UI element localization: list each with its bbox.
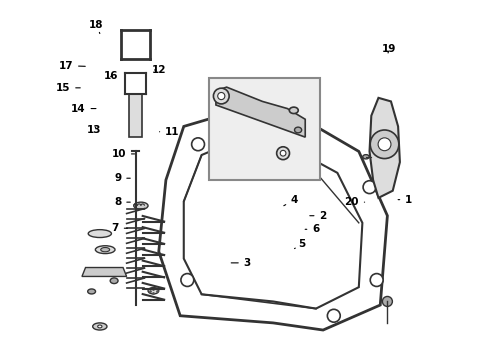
Ellipse shape [294,127,301,133]
Text: 3: 3 [231,258,250,268]
FancyBboxPatch shape [208,78,319,180]
Text: 14: 14 [71,104,96,113]
Circle shape [191,138,204,151]
Text: 5: 5 [294,239,305,249]
Circle shape [280,150,285,156]
Ellipse shape [148,288,159,294]
Circle shape [291,131,304,144]
Ellipse shape [87,289,95,294]
Ellipse shape [362,155,368,159]
Polygon shape [216,87,305,137]
Circle shape [377,138,390,151]
Text: 10: 10 [111,149,134,159]
Text: 9: 9 [114,173,130,183]
Circle shape [326,309,340,322]
Text: 18: 18 [89,19,103,33]
Text: 13: 13 [86,125,101,135]
Text: 1: 1 [397,195,412,204]
Circle shape [363,181,375,194]
Circle shape [369,274,382,287]
Bar [129,94,142,137]
Text: 4: 4 [283,195,298,206]
Text: 17: 17 [58,61,85,71]
Polygon shape [82,267,126,276]
Polygon shape [369,98,399,198]
Ellipse shape [98,325,102,328]
Ellipse shape [88,230,111,238]
Text: 19: 19 [381,44,396,54]
Text: 7: 7 [111,223,127,233]
Text: 11: 11 [159,127,179,137]
Circle shape [382,296,391,306]
Polygon shape [183,137,362,309]
Ellipse shape [93,323,107,330]
Ellipse shape [289,107,298,113]
Text: 16: 16 [103,71,118,81]
Ellipse shape [95,246,115,253]
Text: 6: 6 [305,224,319,234]
Circle shape [276,147,289,159]
Text: 12: 12 [151,65,166,75]
Circle shape [217,93,224,100]
Ellipse shape [101,248,109,252]
Text: 2: 2 [309,211,326,221]
Text: 20: 20 [344,197,364,207]
Circle shape [369,130,398,158]
Ellipse shape [110,278,118,284]
Circle shape [181,274,193,287]
Circle shape [213,88,229,104]
Ellipse shape [134,202,148,209]
Text: 15: 15 [56,83,80,93]
Text: 8: 8 [114,197,130,207]
